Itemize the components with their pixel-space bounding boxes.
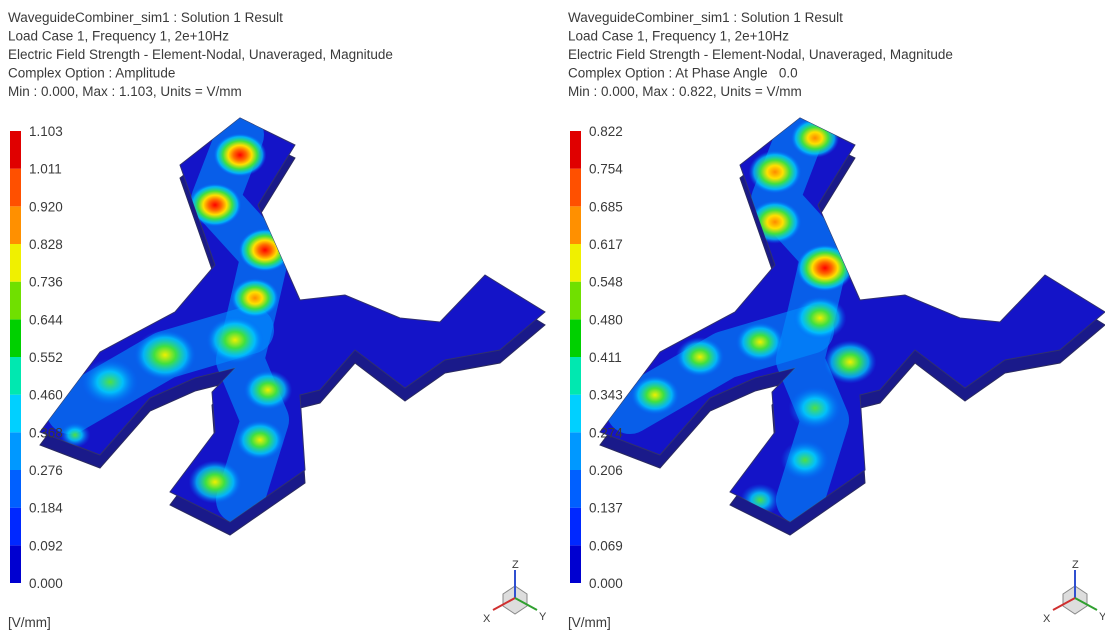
legend-swatch: [570, 508, 581, 546]
legend-swatch: [570, 319, 581, 357]
legend-swatch: [570, 395, 581, 433]
field-hotspot: [214, 133, 267, 176]
header-line: Complex Option : At Phase Angle 0.0: [568, 66, 798, 81]
field-hotspot: [239, 228, 292, 271]
field-hotspot: [81, 359, 138, 406]
triad-y-label: Y: [1099, 611, 1105, 623]
legend-label: 0.000: [589, 576, 623, 591]
legend-label: 0.000: [29, 576, 63, 591]
legend-label: 0.137: [589, 501, 623, 516]
legend-swatch: [570, 244, 581, 282]
legend-label: 0.460: [29, 388, 63, 403]
view-triad: Z X Y: [483, 559, 547, 625]
legend-swatch: [10, 395, 21, 433]
legend-swatch: [570, 357, 581, 395]
legend-swatch: [10, 470, 21, 508]
view-triad: Z X Y: [1043, 559, 1105, 625]
triad-x-label: X: [483, 613, 491, 625]
header-line: Min : 0.000, Max : 0.822, Units = V/mm: [568, 84, 802, 99]
legend-label: 0.206: [589, 463, 623, 478]
model-top: [40, 118, 545, 522]
triad-x-label: X: [1043, 613, 1051, 625]
legend-label: 1.011: [29, 162, 62, 177]
model: [40, 118, 545, 535]
legend-label: 0.644: [29, 312, 63, 327]
legend-label: 0.736: [29, 275, 63, 290]
legend-swatch: [10, 508, 21, 546]
legend-label: 0.617: [589, 237, 623, 252]
legend-swatch: [10, 169, 21, 207]
legend-label: 0.184: [29, 501, 63, 516]
field-hotspot: [796, 245, 853, 292]
field-hotspot: [244, 370, 292, 410]
legend-swatch: [10, 432, 21, 470]
page: {"panels": [ {"header": ["WaveguideCombi…: [0, 0, 1105, 632]
legend-units: [V/mm]: [8, 615, 51, 630]
legend-units: [V/mm]: [568, 615, 611, 630]
legend-label: 0.480: [589, 312, 623, 327]
legend-swatch: [10, 357, 21, 395]
field-hotspot: [231, 278, 279, 318]
field-hotspot: [676, 337, 724, 377]
legend-swatch: [10, 206, 21, 244]
field-hotspot: [206, 317, 263, 364]
legend-label: 0.092: [29, 538, 63, 553]
legend-swatch: [570, 206, 581, 244]
legend-label: 0.822: [589, 124, 623, 139]
field-hotspot: [236, 420, 284, 460]
header-line: Load Case 1, Frequency 1, 2e+10Hz: [568, 29, 789, 44]
legend-swatch: [10, 319, 21, 357]
field-hotspot: [781, 440, 829, 480]
field-hotspot: [789, 386, 842, 429]
legend-swatch: [570, 282, 581, 320]
legend-label: 0.274: [589, 425, 623, 440]
legend-label: 0.276: [29, 463, 63, 478]
results-view: WaveguideCombiner_sim1 : Solution 1 Resu…: [0, 0, 1105, 632]
legend-label: 0.411: [589, 350, 622, 365]
field-hotspot: [749, 150, 802, 193]
field-hotspot: [794, 296, 847, 339]
header-line: Min : 0.000, Max : 1.103, Units = V/mm: [8, 84, 242, 99]
legend-label: 0.548: [589, 275, 623, 290]
legend-swatch: [10, 545, 21, 583]
header-line: Electric Field Strength - Element-Nodal,…: [568, 47, 953, 62]
legend-label: 0.552: [29, 350, 63, 365]
triad-y-label: Y: [539, 611, 547, 623]
legend-label: 1.103: [29, 124, 63, 139]
header-line: Load Case 1, Frequency 1, 2e+10Hz: [8, 29, 229, 44]
field-hotspot: [791, 118, 839, 158]
header-line: WaveguideCombiner_sim1 : Solution 1 Resu…: [8, 10, 283, 25]
result-panel: WaveguideCombiner_sim1 : Solution 1 Resu…: [8, 10, 547, 630]
legend-label: 0.685: [589, 199, 623, 214]
legend-swatch: [10, 282, 21, 320]
header-line: WaveguideCombiner_sim1 : Solution 1 Resu…: [568, 10, 843, 25]
triad-z-label: Z: [1072, 559, 1079, 571]
field-hotspot: [736, 322, 784, 362]
legend-swatch: [570, 432, 581, 470]
header-line: Electric Field Strength - Element-Nodal,…: [8, 47, 393, 62]
field-hotspot: [824, 340, 877, 383]
model-top: [600, 118, 1105, 522]
triad-z-label: Z: [512, 559, 519, 571]
result-panel: WaveguideCombiner_sim1 : Solution 1 Resu…: [568, 10, 1105, 630]
field-hotspot: [189, 460, 242, 503]
legend-label: 0.343: [589, 388, 623, 403]
legend-label: 0.920: [29, 199, 63, 214]
legend-swatch: [570, 545, 581, 583]
field-hotspot: [134, 330, 196, 380]
legend-swatch: [570, 131, 581, 169]
legend-label: 0.828: [29, 237, 63, 252]
legend-label: 0.069: [589, 538, 623, 553]
model: [600, 118, 1105, 535]
legend-label: 0.368: [29, 425, 63, 440]
legend-swatch: [10, 131, 21, 169]
legend-swatch: [10, 244, 21, 282]
legend-swatch: [570, 169, 581, 207]
legend-swatch: [570, 470, 581, 508]
legend-label: 0.754: [589, 162, 623, 177]
header-line: Complex Option : Amplitude: [8, 66, 175, 81]
